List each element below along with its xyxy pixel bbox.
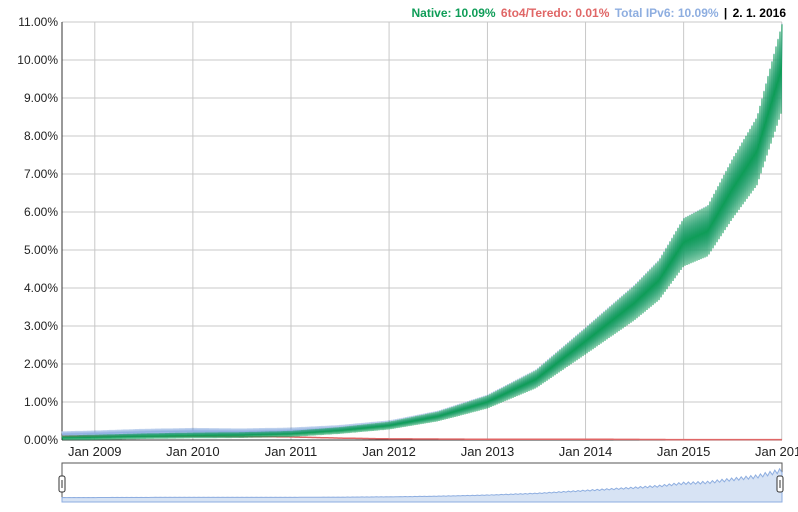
navigator-right-handle[interactable] — [776, 475, 784, 493]
grid-layer — [62, 21, 783, 441]
x-tick-label: Jan 2009 — [68, 444, 122, 459]
x-tick-label: Jan 2012 — [362, 444, 416, 459]
chart-legend: Native: 10.09% 6to4/Teredo: 0.01% Total … — [410, 6, 786, 20]
y-tick-label: 11.00% — [18, 15, 58, 29]
legend-separator: | — [723, 6, 728, 20]
range-navigator[interactable] — [58, 462, 784, 503]
x-tick-label: Jan 2010 — [166, 444, 220, 459]
legend-total: Total IPv6: 10.09% — [614, 6, 719, 20]
series-line-6to4-teredo — [62, 435, 782, 441]
x-tick-label: Jan 2015 — [657, 444, 711, 459]
y-tick-label: 3.00% — [24, 319, 58, 333]
y-tick-label: 2.00% — [24, 357, 58, 371]
axis-layer: 0.00% 1.00% 2.00% 3.00% 4.00% 5.00% 6.00% 7.00%… — [17, 15, 798, 459]
series-layer — [61, 23, 783, 441]
series-line-native — [61, 24, 783, 441]
y-tick-label: 7.00% — [24, 167, 58, 181]
x-tick-label: Jan 2011 — [265, 444, 318, 459]
x-tick-label: Jan 2013 — [461, 444, 515, 459]
y-tick-label: 1.00% — [24, 395, 58, 409]
y-tick-label: 6.00% — [24, 205, 58, 219]
y-tick-label: 9.00% — [24, 91, 58, 105]
x-tick-label: Jan 2016 — [755, 444, 798, 459]
navigator-left-handle[interactable] — [58, 475, 66, 493]
legend-native: Native: 10.09% — [411, 6, 496, 20]
y-tick-label: 0.00% — [24, 433, 58, 447]
y-tick-label: 5.00% — [24, 243, 58, 257]
x-tick-label: Jan 2014 — [559, 444, 613, 459]
y-tick-label: 10.00% — [17, 53, 58, 67]
y-tick-label: 4.00% — [24, 281, 58, 295]
legend-date: 2. 1. 2016 — [732, 6, 786, 20]
navigator-area — [61, 467, 783, 503]
y-tick-label: 8.00% — [24, 129, 58, 143]
series-line-total-ipv6 — [61, 23, 783, 438]
legend-teredo: 6to4/Teredo: 0.01% — [500, 6, 610, 20]
